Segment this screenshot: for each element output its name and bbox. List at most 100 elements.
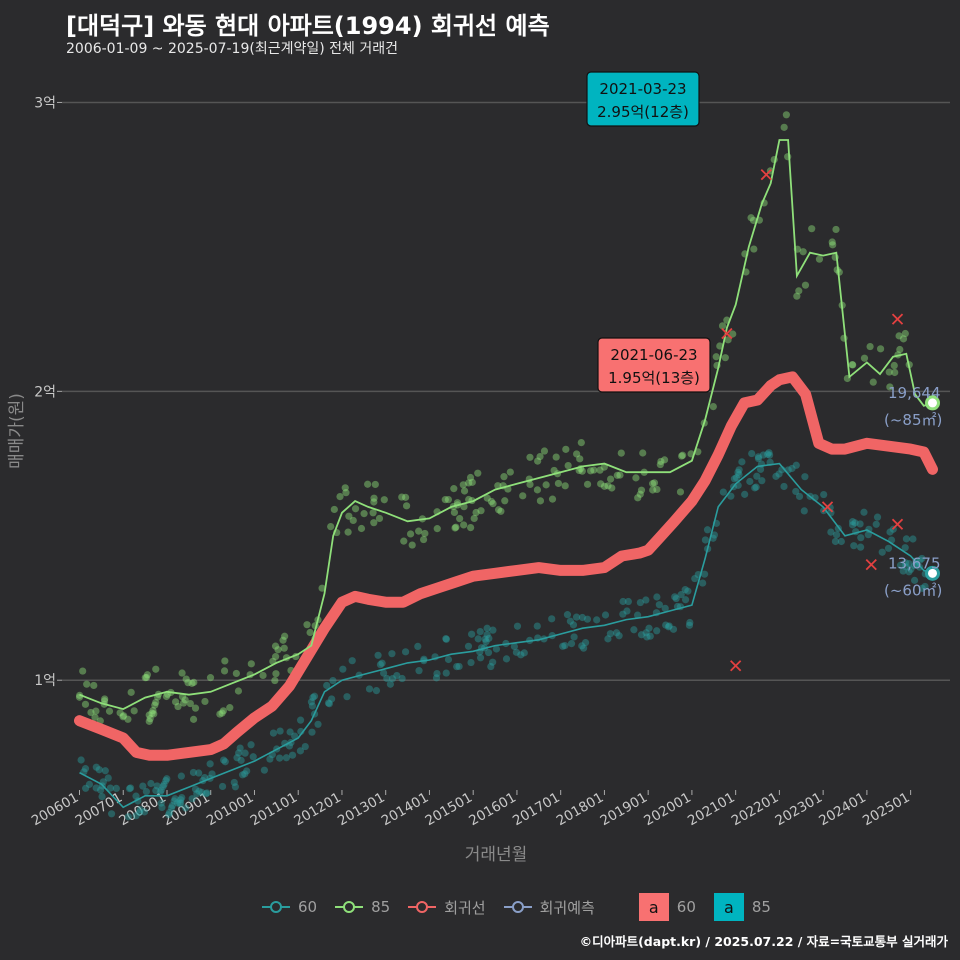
scatter-point-60 — [901, 559, 910, 567]
scatter-point-60 — [624, 597, 632, 606]
scatter-point-85 — [232, 669, 240, 678]
scatter-point-60 — [485, 634, 493, 642]
scatter-point-60 — [206, 760, 214, 768]
scatter-point-85 — [450, 508, 459, 517]
x-tick-label: 202201 — [729, 790, 782, 830]
scatter-point-85 — [406, 530, 415, 538]
scatter-point-85 — [184, 679, 192, 687]
scatter-point-60 — [165, 811, 173, 819]
scatter-point-85 — [660, 456, 669, 464]
scatter-point-85 — [597, 480, 605, 488]
scatter-point-85 — [901, 329, 909, 338]
scatter-point-85 — [90, 681, 98, 690]
scatter-point-60 — [513, 622, 522, 630]
scatter-point-85 — [716, 342, 724, 350]
scatter-point-60 — [444, 655, 453, 664]
scatter-point-85 — [650, 479, 659, 487]
scatter-point-85 — [181, 696, 189, 704]
scatter-point-60 — [517, 651, 525, 659]
scatter-point-85 — [336, 492, 344, 501]
scatter-point-85 — [182, 675, 190, 683]
scatter-point-85 — [186, 699, 194, 708]
scatter-point-60 — [727, 492, 735, 500]
scatter-point-60 — [467, 658, 475, 667]
x-tick-label: 201301 — [335, 790, 388, 830]
scatter-point-60 — [699, 579, 707, 587]
scatter-point-60 — [432, 674, 441, 682]
scatter-point-60 — [97, 786, 105, 794]
scatter-point-60 — [324, 699, 333, 707]
scatter-point-60 — [905, 568, 913, 576]
scatter-point-60 — [615, 632, 623, 640]
scatter-point-85 — [450, 485, 458, 493]
scatter-point-60 — [593, 616, 601, 624]
scatter-point-60 — [483, 624, 491, 632]
scatter-point-85 — [342, 489, 350, 497]
scatter-point-85 — [401, 493, 410, 501]
scatter-point-85 — [793, 292, 801, 300]
scatter-point-85 — [542, 481, 550, 489]
scatter-point-60 — [162, 777, 170, 785]
x-tick-label: 202001 — [641, 790, 694, 830]
scatter-point-60 — [380, 669, 388, 677]
scatter-point-60 — [142, 788, 150, 796]
scatter-point-85 — [885, 368, 893, 376]
scatter-point-85 — [271, 642, 280, 650]
scatter-point-85 — [345, 512, 353, 520]
scatter-point-85 — [330, 505, 338, 514]
scatter-point-60 — [907, 565, 915, 573]
scatter-point-85 — [459, 481, 467, 489]
scatter-point-60 — [533, 622, 541, 630]
chart-title: [대덕구] 와동 현대 아파트(1994) 회귀선 예측 — [66, 12, 550, 40]
scatter-point-85 — [860, 354, 869, 362]
scatter-point-60 — [237, 756, 245, 764]
scatter-point-60 — [308, 728, 316, 736]
scatter-point-85 — [441, 496, 449, 504]
scatter-point-85 — [152, 665, 160, 673]
scatter-point-60 — [158, 803, 166, 812]
x-tick-label: 202101 — [685, 790, 738, 830]
scatter-point-60 — [383, 674, 391, 683]
scatter-point-85 — [318, 584, 326, 592]
scatter-point-60 — [139, 782, 147, 790]
scatter-point-60 — [735, 466, 743, 474]
scatter-point-60 — [468, 630, 476, 638]
scatter-point-85 — [679, 451, 687, 459]
scatter-point-85 — [100, 697, 109, 705]
scatter-point-60 — [442, 669, 450, 677]
scatter-point-60 — [343, 693, 351, 701]
scatter-point-60 — [189, 768, 198, 777]
scatter-point-60 — [746, 477, 754, 486]
scatter-point-85 — [206, 674, 215, 682]
scatter-point-85 — [891, 368, 899, 377]
scatter-point-60 — [140, 808, 149, 816]
scatter-point-60 — [832, 531, 841, 539]
scatter-point-85 — [234, 687, 243, 695]
scatter-point-85 — [408, 541, 416, 549]
scatter-point-60 — [646, 632, 654, 640]
scatter-point-85 — [495, 506, 503, 514]
outlier-marker — [891, 518, 904, 530]
scatter-point-60 — [703, 526, 712, 534]
scatter-point-60 — [792, 461, 800, 469]
scatter-point-60 — [484, 648, 493, 657]
scatter-point-85 — [489, 499, 497, 508]
scatter-point-60 — [374, 651, 382, 659]
scatter-point-60 — [738, 458, 746, 466]
scatter-point-60 — [77, 756, 85, 764]
legend-label-85: 85 — [371, 898, 391, 916]
annotation-regression-date: 2021-06-23 — [610, 346, 697, 364]
scatter-point-85 — [146, 715, 154, 723]
scatter-point-60 — [851, 519, 859, 527]
scatter-point-60 — [220, 756, 228, 764]
scatter-point-60 — [282, 754, 290, 762]
scatter-point-85 — [119, 713, 127, 721]
scatter-point-60 — [570, 633, 578, 641]
scatter-point-60 — [684, 587, 692, 595]
scatter-point-60 — [604, 635, 612, 643]
x-tick-label: 202501 — [860, 790, 913, 830]
scatter-point-60 — [837, 537, 845, 546]
scatter-point-60 — [241, 770, 249, 778]
scatter-point-60 — [221, 758, 229, 766]
scatter-point-85 — [349, 516, 357, 525]
